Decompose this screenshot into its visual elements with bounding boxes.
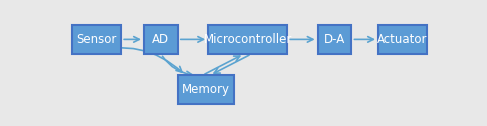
- Text: Microcontroller: Microcontroller: [204, 33, 292, 46]
- FancyBboxPatch shape: [178, 75, 235, 104]
- Text: Memory: Memory: [182, 83, 230, 96]
- Text: Actuator: Actuator: [377, 33, 428, 46]
- FancyBboxPatch shape: [378, 25, 427, 54]
- FancyBboxPatch shape: [318, 25, 352, 54]
- FancyBboxPatch shape: [144, 25, 178, 54]
- FancyBboxPatch shape: [72, 25, 121, 54]
- FancyBboxPatch shape: [208, 25, 287, 54]
- Text: Sensor: Sensor: [76, 33, 117, 46]
- Text: D-A: D-A: [324, 33, 345, 46]
- Text: AD: AD: [152, 33, 169, 46]
